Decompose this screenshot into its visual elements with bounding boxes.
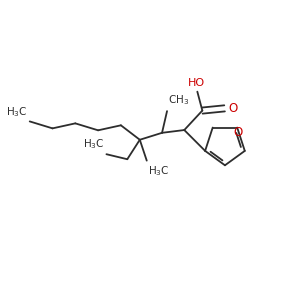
Text: HO: HO: [188, 77, 205, 88]
Text: H$_3$C: H$_3$C: [82, 138, 104, 152]
Text: CH$_3$: CH$_3$: [168, 93, 190, 107]
Text: H$_3$C: H$_3$C: [148, 164, 170, 178]
Text: O: O: [228, 102, 237, 115]
Text: H$_3$C: H$_3$C: [6, 105, 28, 118]
Text: O: O: [233, 126, 243, 139]
